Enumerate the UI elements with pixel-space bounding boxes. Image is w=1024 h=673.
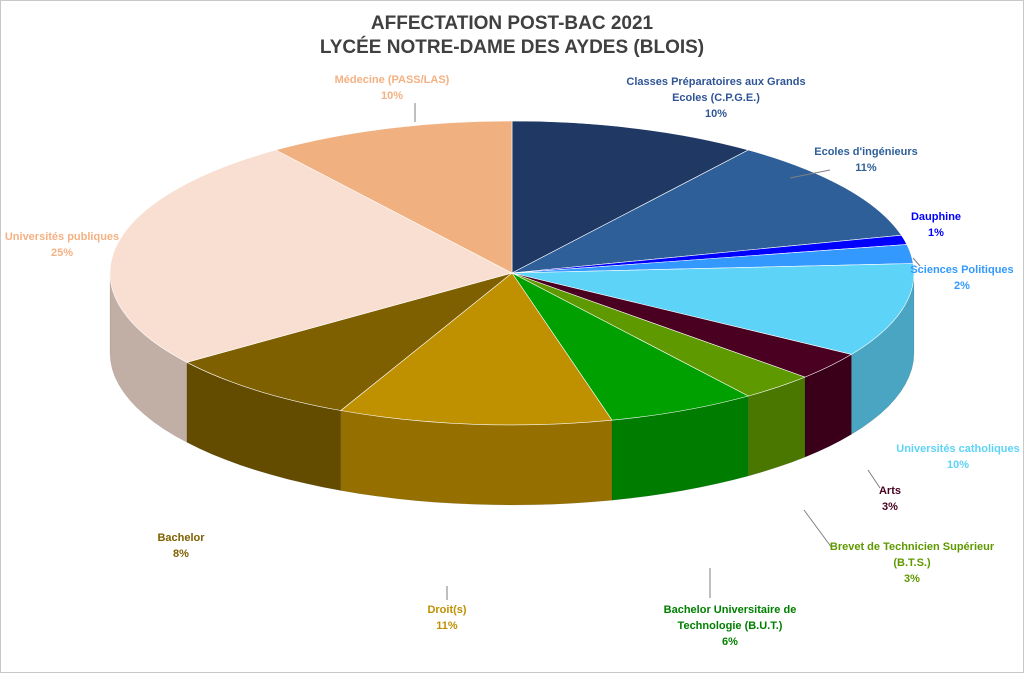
pie-slice-0	[511, 120, 750, 274]
slice-pct-10: 25%	[51, 247, 73, 259]
slice-label-0: Classes Préparatoires aux Grands Ecoles (…	[626, 76, 805, 120]
slice-pct-3: 2%	[954, 280, 970, 292]
leader-line-3	[912, 257, 921, 267]
slice-name-0: Ecoles (C.P.G.E.)	[672, 92, 760, 104]
slice-name-6: (B.T.S.)	[893, 557, 931, 569]
slice-name-6: Brevet de Technicien Supérieur	[830, 541, 995, 553]
slice-name-3: Sciences Politiques	[910, 264, 1013, 276]
pie-slice-10	[109, 149, 513, 363]
slice-name-7: Technologie (B.U.T.)	[678, 620, 783, 632]
slice-label-11: Médecine (PASS/LAS) 10%	[335, 74, 450, 102]
chart-title-line2: LYCÉE NOTRE-DAME DES AYDES (BLOIS)	[319, 37, 705, 58]
slice-pct-4: 10%	[947, 459, 969, 471]
slice-label-8: Droit(s) 11%	[427, 604, 466, 632]
slice-pct-11: 10%	[381, 90, 403, 102]
slice-name-11: Médecine (PASS/LAS)	[335, 74, 450, 86]
slice-name-1: Ecoles d'ingénieurs	[814, 146, 917, 158]
slice-name-8: Droit(s)	[427, 604, 466, 616]
pie-slice-7	[511, 272, 750, 421]
slice-name-0: Classes Préparatoires aux Grands	[626, 76, 805, 88]
slice-name-9: Bachelor	[157, 532, 205, 544]
pie-slice-4	[511, 263, 915, 355]
slice-pct-0: 10%	[705, 108, 727, 120]
pie-slice-11	[274, 120, 513, 274]
slice-label-7: Bachelor Universitaire de Technologie (B.…	[664, 604, 797, 648]
slice-name-2: Dauphine	[911, 211, 961, 223]
slice-label-4: Universités catholiques 10%	[896, 443, 1020, 471]
slice-name-5: Arts	[879, 485, 901, 497]
slice-pct-1: 11%	[855, 162, 877, 174]
slice-pct-9: 8%	[173, 548, 189, 560]
pie-slice-8	[340, 272, 613, 426]
slice-label-10: Universités publiques 25%	[5, 231, 119, 259]
slice-label-2: Dauphine 1%	[911, 211, 961, 239]
slice-labels: Classes Préparatoires aux Grands Ecoles (…	[5, 74, 1020, 648]
slice-name-4: Universités catholiques	[896, 443, 1020, 455]
leader-line-5	[867, 469, 881, 489]
slice-label-3: Sciences Politiques 2%	[910, 264, 1013, 292]
slice-pct-7: 6%	[722, 636, 738, 648]
pie-slice-1	[511, 149, 902, 274]
slice-label-6: Brevet de Technicien Supérieur (B.T.S.) 3%	[830, 541, 995, 585]
slice-label-5: Arts 3%	[879, 485, 901, 513]
slice-label-1: Ecoles d'ingénieurs 11%	[814, 146, 917, 174]
pie-sides	[109, 272, 915, 506]
slice-pct-6: 3%	[904, 573, 920, 585]
slice-pct-2: 1%	[928, 227, 944, 239]
slice-name-7: Bachelor Universitaire de	[664, 604, 797, 616]
chart-title-line1: AFFECTATION POST-BAC 2021	[370, 13, 654, 34]
leader-lines	[414, 103, 921, 600]
slice-label-9: Bachelor 8%	[157, 532, 205, 560]
slice-pct-5: 3%	[882, 501, 898, 513]
slice-pct-8: 11%	[436, 620, 458, 632]
leader-line-6	[803, 509, 833, 549]
chart-title: AFFECTATION POST-BAC 2021 LYCÉE NOTRE-DA…	[0, 12, 1024, 60]
pie-tops	[109, 120, 915, 426]
pie-slice-9	[185, 272, 513, 411]
leader-line-1	[789, 169, 831, 179]
slice-name-10: Universités publiques	[5, 231, 119, 243]
